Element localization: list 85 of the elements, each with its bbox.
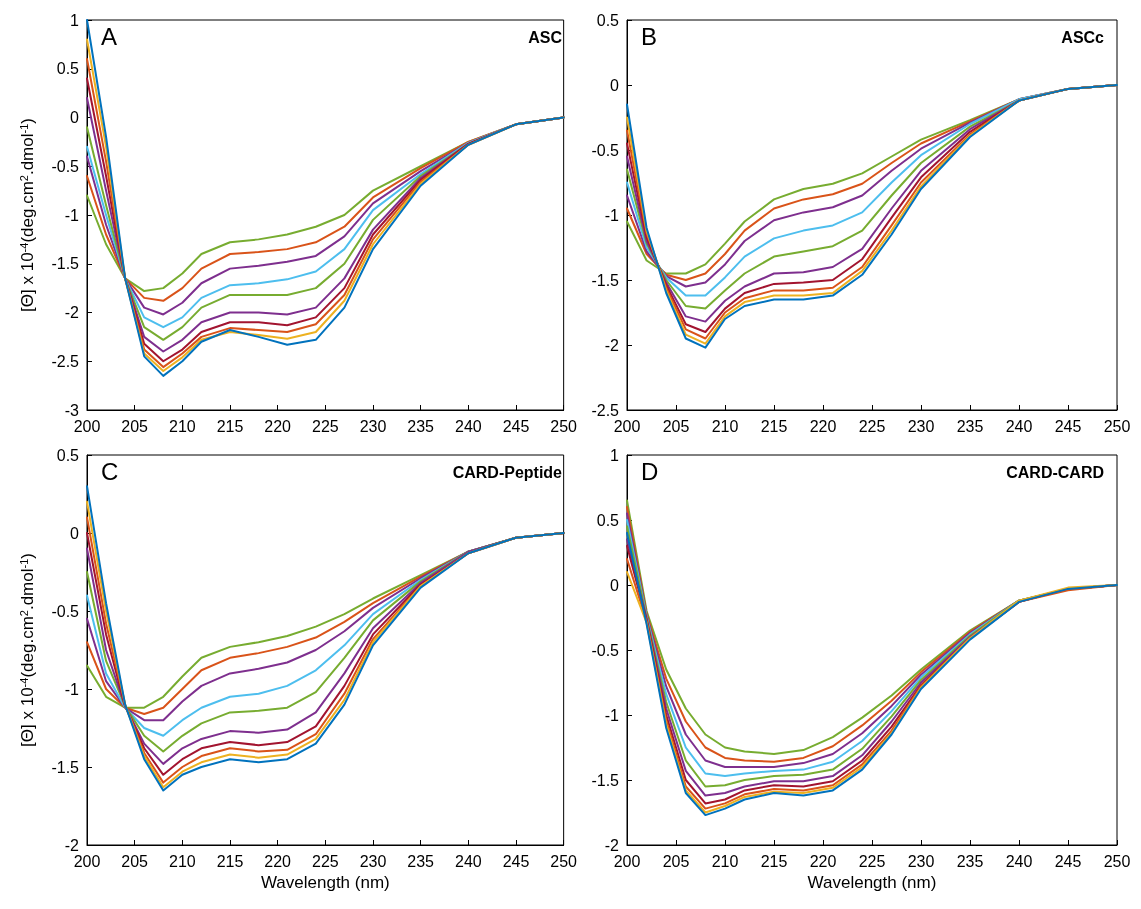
y-tick-label: 0.5 [56, 446, 80, 464]
x-tick-label: 250 [550, 417, 578, 435]
x-tick-label: 250 [1103, 417, 1131, 435]
y-tick-label: -1.5 [51, 758, 80, 776]
y-axis-title: [Θ] x 10-4(deg.cm2.dmol-1) [17, 118, 37, 312]
y-tick-label: -2.5 [51, 352, 80, 370]
y-tick-label: -2.5 [591, 401, 620, 419]
x-tick-label: 235 [956, 852, 984, 870]
annotation: A [101, 22, 118, 50]
y-tick-label: -1 [604, 206, 620, 224]
x-tick-label: 220 [264, 852, 292, 870]
text: CARD-CARD [1006, 463, 1104, 481]
y-tick-label: -1 [604, 706, 620, 724]
x-tick-label: 230 [907, 852, 935, 870]
x-tick-label: 205 [662, 417, 690, 435]
x-tick-label: 235 [407, 852, 435, 870]
y-tick-label: -0.5 [51, 602, 80, 620]
x-tick-label: 215 [216, 417, 244, 435]
x-tick-label: 205 [121, 417, 149, 435]
x-tick-label: 200 [613, 852, 641, 870]
x-tick-label: 210 [711, 852, 739, 870]
x-tick-label: 205 [662, 852, 690, 870]
x-tick-label: 200 [73, 417, 101, 435]
x-tick-label: 220 [809, 852, 837, 870]
x-tick-label: 250 [1103, 852, 1131, 870]
annotation: B [641, 22, 658, 50]
y-tick-label: -1 [64, 680, 80, 698]
x-tick-label: 240 [454, 852, 482, 870]
x-tick-label: 200 [73, 852, 101, 870]
y-tick-label: -0.5 [51, 157, 80, 175]
x-tick-label: 220 [809, 417, 837, 435]
y-tick-label: 0 [610, 576, 620, 594]
annotation: D [641, 457, 659, 485]
x-tick-label: 245 [1054, 417, 1082, 435]
y-tick-label: 1 [610, 446, 620, 464]
x-tick-label: 210 [168, 417, 196, 435]
x-tick-label: 225 [311, 852, 339, 870]
y-tick-label: 1 [70, 11, 80, 29]
x-tick-label: 245 [502, 417, 530, 435]
y-tick-label: -0.5 [591, 141, 620, 159]
x-tick-label: 215 [216, 852, 244, 870]
x-tick-label: 205 [121, 852, 149, 870]
x-axis-title: Wavelength (nm) [260, 872, 390, 892]
x-tick-label: 240 [1005, 417, 1033, 435]
y-axis-title: [Θ] x 10-4(deg.cm2.dmol-1) [17, 553, 37, 747]
y-tick-label: -2 [64, 304, 80, 321]
x-tick-label: 200 [613, 417, 641, 435]
y-tick-label: 0.5 [596, 11, 620, 29]
y-tick-label: 0 [70, 109, 80, 126]
text: CARD-Peptide [452, 463, 563, 481]
text: ASC [528, 28, 563, 46]
x-axis-title: Wavelength (nm) [807, 872, 937, 892]
x-tick-label: 230 [359, 852, 387, 870]
y-tick-label: -0.5 [591, 641, 620, 659]
x-tick-label: 245 [1054, 852, 1082, 870]
y-tick-label: -2 [64, 836, 80, 854]
y-tick-label: 0 [610, 76, 620, 94]
y-tick-label: -2 [604, 836, 620, 854]
x-tick-label: 225 [858, 417, 886, 435]
annotation: C [101, 457, 119, 485]
x-tick-label: 210 [168, 852, 196, 870]
x-tick-label: 250 [550, 852, 578, 870]
y-tick-label: -1.5 [591, 771, 620, 789]
x-tick-label: 230 [359, 417, 387, 435]
y-tick-label: 0.5 [596, 511, 620, 529]
y-tick-label: 0 [70, 524, 80, 542]
x-tick-label: 225 [311, 417, 339, 435]
y-tick-label: -1 [64, 206, 80, 224]
x-tick-label: 240 [1005, 852, 1033, 870]
x-tick-label: 220 [264, 417, 292, 435]
y-tick-label: 0.5 [56, 60, 80, 78]
x-tick-label: 230 [907, 417, 935, 435]
y-tick-label: -3 [64, 401, 80, 419]
x-tick-label: 235 [956, 417, 984, 435]
y-tick-label: -2 [604, 336, 620, 354]
x-tick-label: 215 [760, 852, 788, 870]
x-tick-label: 235 [407, 417, 435, 435]
x-tick-label: 240 [454, 417, 482, 435]
y-tick-label: -1.5 [51, 255, 80, 273]
y-tick-label: -1.5 [591, 271, 620, 289]
x-tick-label: 245 [502, 852, 530, 870]
x-tick-label: 210 [711, 417, 739, 435]
x-tick-label: 215 [760, 417, 788, 435]
x-tick-label: 225 [858, 852, 886, 870]
text: ASCc [1061, 28, 1105, 46]
